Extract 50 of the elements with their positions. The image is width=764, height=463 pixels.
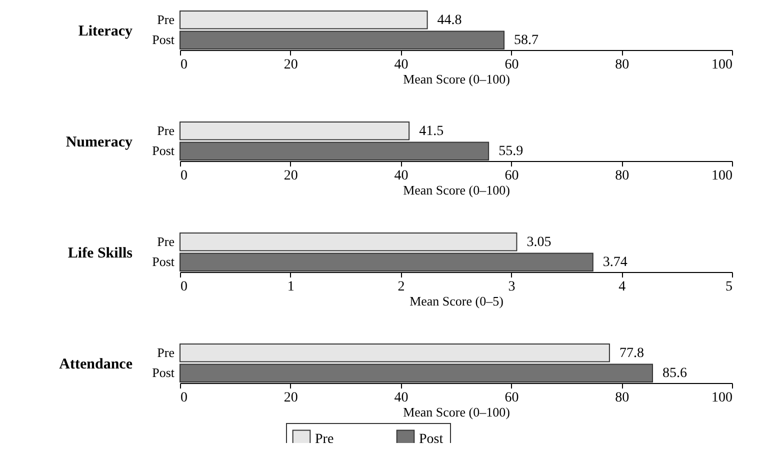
- y-tick-label: Post: [152, 32, 175, 48]
- y-tick-label: Pre: [157, 122, 175, 138]
- x-tick-label: 80: [615, 58, 630, 72]
- x-tick-label: 60: [504, 168, 519, 184]
- x-tick-label: 5: [726, 280, 732, 294]
- y-tick-label: Post: [152, 143, 175, 158]
- x-axis-title: Mean Score (0–100): [403, 404, 510, 420]
- y-axis-title: Literacy: [78, 24, 133, 40]
- x-tick-label: 80: [615, 390, 630, 406]
- x-tick-label: 2: [398, 280, 405, 294]
- y-tick-label: Pre: [157, 344, 175, 360]
- x-tick-label: 40: [394, 58, 408, 72]
- x-tick-label: 4: [618, 280, 626, 294]
- x-tick-label: 40: [394, 390, 408, 406]
- data-label: 55.9: [498, 144, 524, 160]
- x-axis-title: Mean Score (0–5): [410, 294, 504, 308]
- x-tick-label: 0: [180, 390, 188, 406]
- data-label: 41.5: [419, 124, 444, 139]
- x-tick-label: 100: [712, 168, 732, 184]
- x-tick-label: 3: [508, 280, 516, 294]
- x-tick-label: 60: [504, 390, 519, 406]
- x-tick-label: 20: [284, 58, 298, 72]
- y-axis-title: Numeracy: [66, 134, 133, 150]
- x-tick-label: 80: [615, 168, 630, 184]
- x-tick-label: 100: [712, 58, 732, 72]
- data-label: 77.8: [619, 346, 644, 361]
- y-tick-label: Post: [152, 254, 175, 270]
- legend-label: Post: [419, 432, 444, 447]
- x-tick-label: 60: [504, 58, 519, 72]
- x-tick-label: 0: [180, 168, 188, 184]
- x-tick-label: 40: [394, 168, 408, 184]
- y-axis-title: Attendance: [59, 356, 133, 372]
- data-label: 3.05: [526, 234, 552, 250]
- x-tick-label: 0: [180, 280, 188, 294]
- x-tick-label: 20: [284, 168, 298, 184]
- data-label: 3.74: [602, 255, 628, 270]
- x-tick-label: 0: [180, 58, 188, 72]
- legend-label: Pre: [315, 432, 334, 447]
- y-tick-label: Post: [152, 365, 175, 380]
- x-tick-label: 1: [287, 280, 294, 294]
- data-label: 58.7: [514, 33, 539, 48]
- data-label: 44.8: [437, 12, 462, 28]
- x-tick-label: 100: [712, 390, 732, 406]
- x-axis-title: Mean Score (0–100): [403, 182, 510, 198]
- y-axis-title: Life Skills: [68, 246, 133, 262]
- y-tick-label: Pre: [157, 234, 175, 249]
- x-tick-label: 20: [284, 390, 298, 406]
- y-tick-label: Pre: [157, 12, 175, 27]
- x-axis-title: Mean Score (0–100): [403, 72, 510, 86]
- data-label: 85.6: [662, 366, 688, 382]
